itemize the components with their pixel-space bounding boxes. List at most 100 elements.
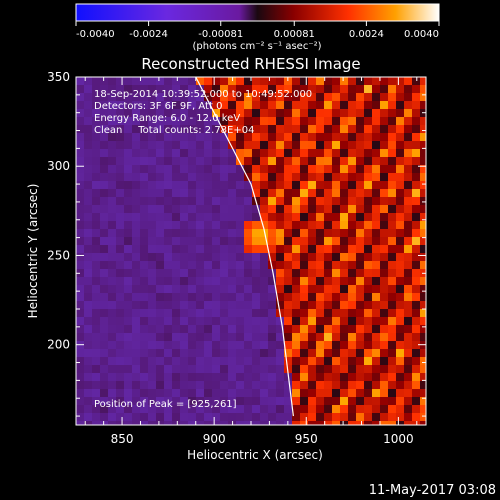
heatmap-cell xyxy=(324,189,332,197)
heatmap-cell xyxy=(188,165,196,173)
heatmap-cell xyxy=(388,357,396,365)
heatmap-cell xyxy=(364,245,372,253)
heatmap-cell xyxy=(396,413,404,421)
heatmap-cell xyxy=(148,413,156,421)
heatmap-cell xyxy=(132,77,140,85)
heatmap-cell xyxy=(228,213,236,221)
heatmap-cell xyxy=(252,397,260,405)
heatmap-cell xyxy=(116,125,124,133)
heatmap-cell xyxy=(108,373,116,381)
heatmap-cell xyxy=(100,365,108,373)
heatmap-cell xyxy=(396,325,404,333)
heatmap-cell xyxy=(164,197,172,205)
heatmap-cell xyxy=(292,77,300,85)
heatmap-cell xyxy=(140,253,148,261)
heatmap-cell xyxy=(268,189,276,197)
heatmap-cell xyxy=(252,269,260,277)
heatmap-cell xyxy=(140,421,148,425)
heatmap-cell xyxy=(188,197,196,205)
heatmap-cell xyxy=(204,421,212,425)
heatmap-cell xyxy=(388,181,396,189)
heatmap-cell xyxy=(300,349,308,357)
heatmap-cell xyxy=(132,413,140,421)
heatmap-cell xyxy=(148,333,156,341)
y-tick-label: 300 xyxy=(47,159,70,173)
heatmap-cell xyxy=(332,357,340,365)
heatmap-cell xyxy=(348,269,356,277)
heatmap-cell xyxy=(420,317,426,325)
heatmap-cell xyxy=(404,373,412,381)
heatmap-cell xyxy=(92,365,100,373)
heatmap-cell xyxy=(356,165,364,173)
heatmap-cell xyxy=(92,389,100,397)
heatmap-cell xyxy=(108,205,116,213)
heatmap-cell xyxy=(260,405,268,413)
heatmap-cell xyxy=(388,101,396,109)
heatmap-cell xyxy=(188,309,196,317)
heatmap-cell xyxy=(148,157,156,165)
heatmap-cell xyxy=(188,373,196,381)
heatmap-cell xyxy=(292,109,300,117)
heatmap-cell xyxy=(292,309,300,317)
heatmap-cell xyxy=(292,253,300,261)
y-tick-label: 200 xyxy=(47,338,70,352)
heatmap-cell xyxy=(340,165,348,173)
heatmap-cell xyxy=(268,341,276,349)
heatmap-cell xyxy=(340,245,348,253)
heatmap-cell xyxy=(380,189,388,197)
heatmap-cell xyxy=(252,357,260,365)
heatmap-cell xyxy=(372,157,380,165)
heatmap-cell xyxy=(316,413,324,421)
heatmap-cell xyxy=(84,221,92,229)
heatmap-cell xyxy=(420,205,426,213)
heatmap-cell xyxy=(404,277,412,285)
heatmap-cell xyxy=(236,85,244,93)
heatmap-cell xyxy=(268,221,276,229)
heatmap-cell xyxy=(412,293,420,301)
heatmap-cell xyxy=(116,229,124,237)
heatmap-cell xyxy=(196,341,204,349)
heatmap-cell xyxy=(292,357,300,365)
heatmap-cell xyxy=(380,213,388,221)
heatmap-cell xyxy=(260,197,268,205)
heatmap-cell xyxy=(132,333,140,341)
heatmap-cell xyxy=(212,301,220,309)
heatmap-cell xyxy=(116,77,124,85)
heatmap-cell xyxy=(300,237,308,245)
heatmap-cell xyxy=(228,317,236,325)
heatmap-cell xyxy=(252,189,260,197)
heatmap-cell xyxy=(180,357,188,365)
heatmap-cell xyxy=(348,237,356,245)
heatmap-cell xyxy=(236,101,244,109)
heatmap-cell xyxy=(108,141,116,149)
heatmap-cell xyxy=(300,101,308,109)
heatmap-cell xyxy=(404,101,412,109)
heatmap-cell xyxy=(76,117,84,125)
heatmap-cell xyxy=(316,237,324,245)
heatmap-cell xyxy=(252,421,260,425)
heatmap-cell xyxy=(180,237,188,245)
heatmap-cell xyxy=(244,237,252,245)
heatmap-cell xyxy=(148,381,156,389)
heatmap-cell xyxy=(220,309,228,317)
heatmap-cell xyxy=(380,357,388,365)
heatmap-cell xyxy=(380,221,388,229)
heatmap-cell xyxy=(308,309,316,317)
heatmap-cell xyxy=(268,181,276,189)
heatmap-cell xyxy=(84,413,92,421)
heatmap-cell xyxy=(196,237,204,245)
chart-title: Reconstructed RHESSI Image xyxy=(141,55,360,73)
heatmap-cell xyxy=(412,141,420,149)
heatmap-cell xyxy=(372,221,380,229)
heatmap-cell xyxy=(172,341,180,349)
heatmap-cell xyxy=(188,189,196,197)
heatmap-cell xyxy=(172,269,180,277)
heatmap-cell xyxy=(364,285,372,293)
heatmap-cell xyxy=(244,405,252,413)
heatmap-cell xyxy=(388,397,396,405)
heatmap-cell xyxy=(140,101,148,109)
heatmap-cell xyxy=(148,133,156,141)
heatmap-cell xyxy=(388,301,396,309)
heatmap-cell xyxy=(84,301,92,309)
heatmap-cell xyxy=(188,389,196,397)
